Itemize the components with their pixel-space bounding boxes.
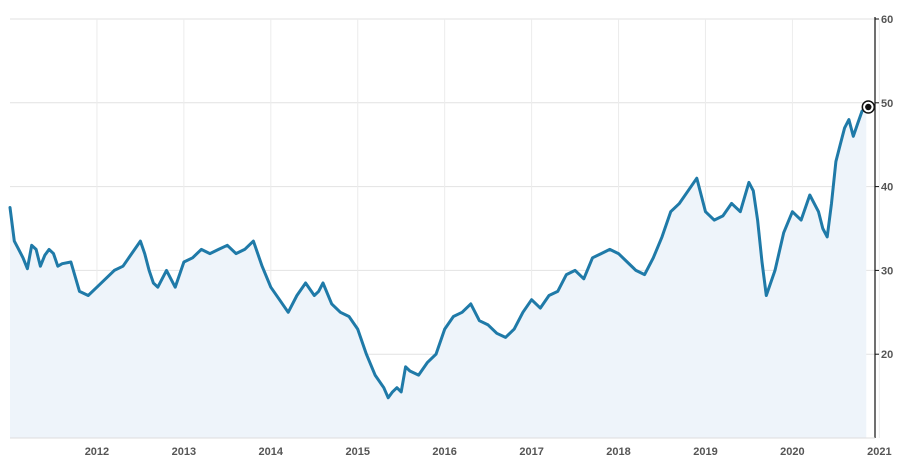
x-tick-label: 2015: [345, 446, 369, 458]
y-axis-ticks: 20 30 40 50 60: [875, 14, 893, 361]
y-tick-label: 60: [881, 14, 893, 26]
price-line: [8, 105, 868, 400]
x-tick-label: 2014: [259, 446, 284, 458]
x-axis-ticks: 2012 2013 2014 2015 2016 2017 2018 2019 2020 2021: [85, 446, 892, 458]
x-tick-label: 2016: [432, 446, 456, 458]
end-marker-dot: [865, 103, 872, 111]
last-price-marker[interactable]: [861, 100, 876, 114]
y-tick-label: 50: [881, 98, 893, 110]
x-tick-label: 2012: [85, 446, 109, 458]
price-area-fill: [10, 107, 867, 438]
x-tick-label: 2018: [606, 446, 630, 458]
y-tick-label: 20: [881, 349, 893, 361]
x-tick-label: 2013: [172, 446, 196, 458]
x-tick-label: 2019: [693, 446, 717, 458]
x-tick-label: 2021: [867, 446, 891, 458]
y-tick-label: 30: [881, 265, 893, 277]
x-tick-label: 2020: [780, 446, 804, 458]
y-tick-label: 40: [881, 182, 893, 194]
x-tick-label: 2017: [519, 446, 543, 458]
